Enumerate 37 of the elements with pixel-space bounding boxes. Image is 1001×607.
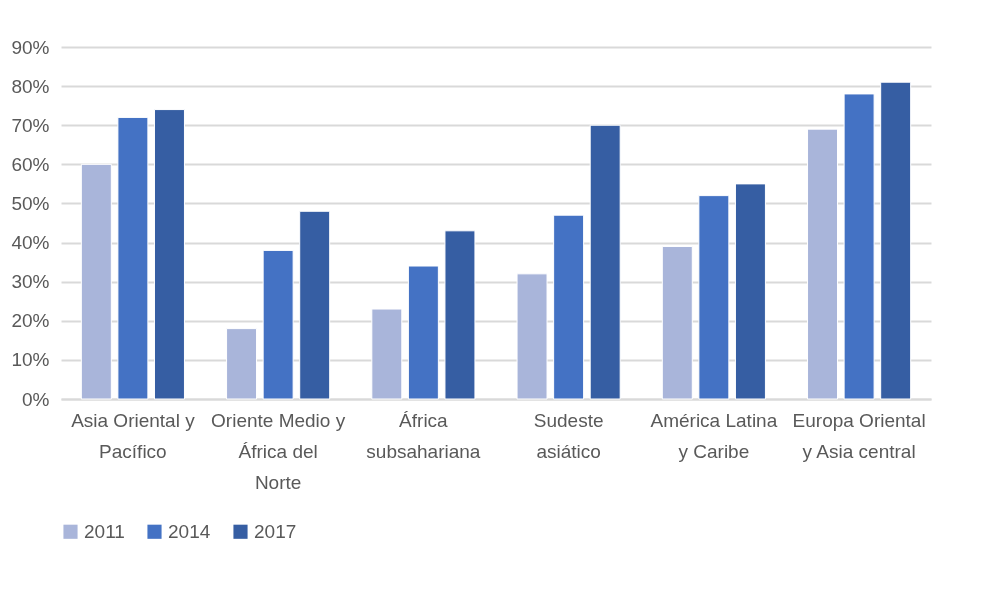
bar bbox=[299, 210, 331, 400]
bar bbox=[880, 81, 912, 400]
bar bbox=[698, 195, 730, 400]
x-tick-label: Europa Oriental y Asia central bbox=[792, 409, 926, 462]
legend-label: 2014 bbox=[168, 520, 211, 542]
x-tick-label: Sudeste asiático bbox=[533, 409, 604, 462]
bar bbox=[80, 163, 112, 400]
x-tick-label: Oriente Medio y África del Norte bbox=[211, 409, 346, 493]
y-tick-label: 10% bbox=[11, 349, 50, 371]
y-tick-label: 40% bbox=[11, 232, 50, 254]
bar bbox=[516, 273, 548, 400]
bar bbox=[553, 214, 585, 400]
bar bbox=[407, 265, 439, 400]
bar bbox=[444, 230, 476, 400]
y-tick-label: 80% bbox=[11, 75, 50, 97]
bar bbox=[153, 109, 185, 400]
y-tick-label: 60% bbox=[11, 153, 50, 175]
y-tick-label: 20% bbox=[11, 310, 50, 332]
legend-label: 2017 bbox=[254, 520, 297, 542]
bar bbox=[661, 245, 693, 400]
bar bbox=[371, 308, 403, 400]
bar bbox=[734, 183, 766, 400]
y-tick-label: 30% bbox=[11, 271, 50, 293]
bar bbox=[589, 124, 621, 400]
bar bbox=[262, 249, 294, 400]
y-tick-label: 70% bbox=[11, 114, 50, 136]
y-tick-label: 0% bbox=[22, 388, 50, 410]
y-tick-label: 50% bbox=[11, 192, 50, 214]
bar bbox=[843, 93, 875, 400]
legend-label: 2011 bbox=[84, 520, 125, 542]
y-tick-label: 90% bbox=[11, 36, 50, 58]
x-tick-label: América Latina y Caribe bbox=[650, 409, 778, 462]
x-tick-label: África subsahariana bbox=[366, 409, 481, 462]
bar bbox=[226, 328, 258, 400]
bar bbox=[117, 116, 149, 400]
x-tick-label: Asia Oriental y Pacífico bbox=[71, 409, 196, 462]
bar bbox=[807, 128, 839, 400]
